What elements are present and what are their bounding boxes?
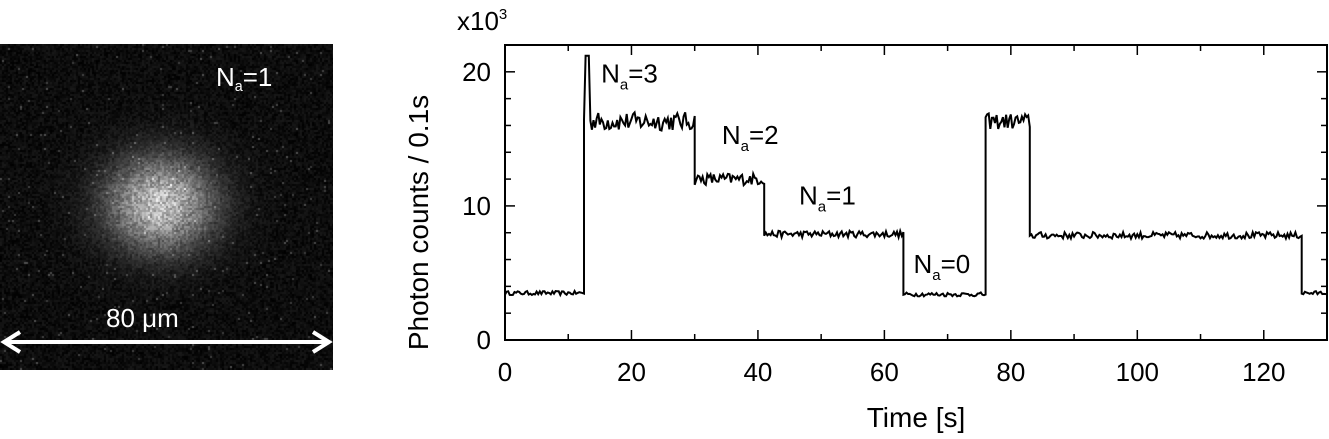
scale-bar-arrow bbox=[0, 330, 333, 354]
x-tick-label: 0 bbox=[498, 357, 512, 387]
plot-frame bbox=[504, 44, 1328, 341]
annotation-na1: Na=1 bbox=[799, 181, 856, 216]
y-tick-label: 10 bbox=[462, 191, 491, 221]
y-tick-label: 20 bbox=[462, 57, 491, 87]
x-axis-title: Time [s] bbox=[867, 402, 966, 433]
fluorescence-image: Na=1 80 μm bbox=[0, 44, 333, 370]
y-tick-label: 0 bbox=[477, 325, 491, 355]
x-tick-label: 20 bbox=[617, 357, 646, 387]
x-tick-label: 100 bbox=[1116, 357, 1159, 387]
y-axis-multiplier: x103 bbox=[457, 6, 507, 36]
tick-labels: 0 20 40 60 80 100 120 0 10 20 bbox=[462, 57, 1285, 387]
x-tick-label: 80 bbox=[996, 357, 1025, 387]
y-axis-title: Photon counts / 0.1s bbox=[403, 95, 434, 350]
scale-bar-label: 80 μm bbox=[106, 303, 179, 333]
x-tick-label: 120 bbox=[1242, 357, 1285, 387]
atom-cloud-image bbox=[0, 44, 333, 370]
atom-number-annotations: Na=3 Na=2 Na=1 Na=0 bbox=[601, 59, 970, 284]
annotation-na3: Na=3 bbox=[601, 59, 658, 94]
axis-ticks bbox=[504, 44, 1328, 341]
image-atom-number-label: Na=1 bbox=[216, 62, 273, 95]
photon-count-trace bbox=[504, 54, 1328, 298]
x-tick-label: 40 bbox=[743, 357, 772, 387]
annotation-na2: Na=2 bbox=[722, 120, 779, 155]
annotation-na0: Na=0 bbox=[913, 249, 970, 284]
x-tick-label: 60 bbox=[870, 357, 899, 387]
